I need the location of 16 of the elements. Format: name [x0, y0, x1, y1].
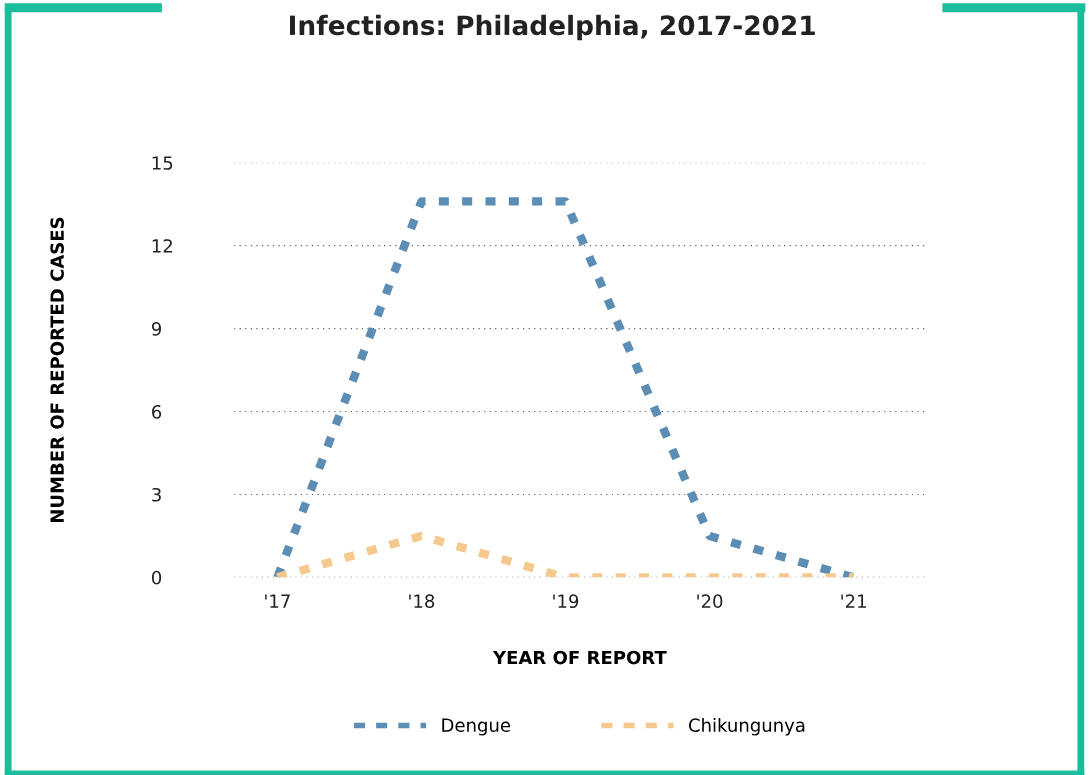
y-tick-label: 12 [152, 239, 172, 253]
y-axis-title: NUMBER OF REPORTED CASES [50, 217, 64, 523]
chart-title: Infections: Philadelphia, 2017-2021 [290, 14, 815, 41]
y-tick-label: 15 [152, 156, 173, 170]
x-axis-title: YEAR OF REPORT [492, 650, 667, 665]
y-tick-label: 9 [151, 322, 162, 336]
x-tick-label: '21 [841, 594, 866, 608]
x-tick-label: '19 [553, 594, 579, 609]
x-tick-label: '20 [697, 594, 723, 609]
x-tick-label: '18 [409, 594, 435, 609]
y-tick-label: 0 [151, 570, 162, 585]
legend-label: Chikungunya [688, 718, 805, 736]
legend-label: Dengue [442, 718, 511, 736]
x-tick-label: '17 [265, 594, 290, 608]
y-tick-label: 3 [152, 487, 161, 502]
y-tick-label: 6 [152, 404, 162, 419]
